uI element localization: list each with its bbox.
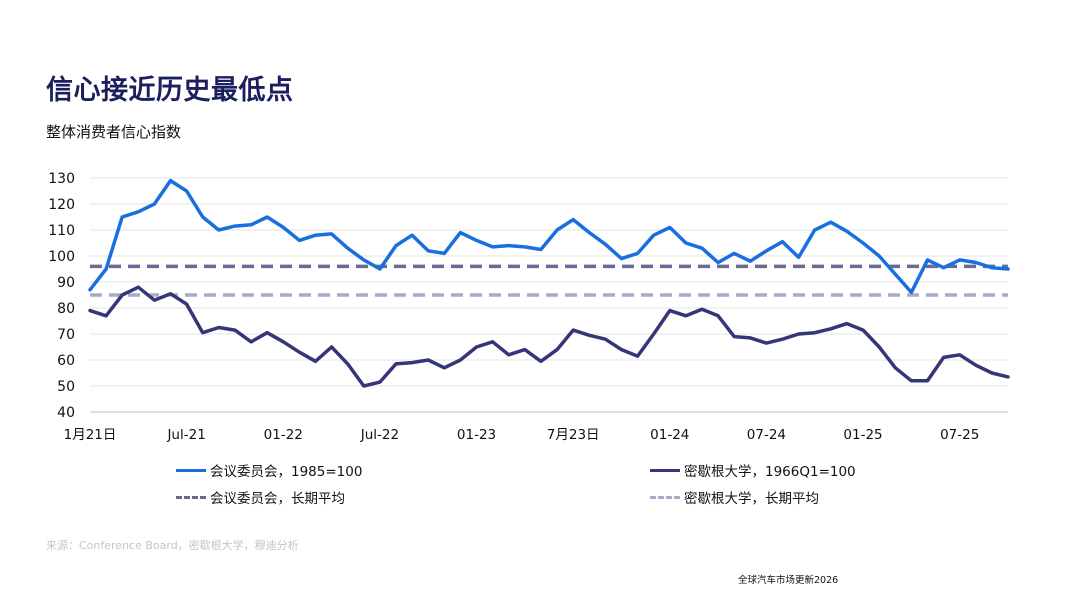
legend-swatch-conference	[176, 468, 206, 472]
x-tick-label: 01-22	[264, 427, 303, 443]
x-tick-label: Jul-22	[360, 427, 399, 443]
legend-item-michigan-avg: 密歇根大学，长期平均	[650, 487, 819, 507]
source-note: 来源：Conference Board，密歇根大学，穆迪分析	[46, 539, 299, 552]
y-tick-label: 120	[48, 197, 75, 213]
legend-item-conference: 会议委员会，1985=100	[176, 460, 362, 480]
y-tick-label: 110	[48, 223, 75, 239]
chart-title: 信心接近历史最低点	[46, 75, 294, 106]
y-tick-label: 50	[57, 379, 75, 395]
legend-label-michigan-avg: 密歇根大学，长期平均	[684, 491, 819, 507]
x-tick-label: 01-24	[650, 427, 689, 443]
legend-item-michigan: 密歇根大学，1966Q1=100	[650, 460, 856, 480]
legend-swatch-michigan	[650, 468, 680, 472]
legend-label-conference-avg: 会议委员会，长期平均	[210, 491, 345, 507]
y-tick-label: 90	[57, 275, 75, 291]
x-tick-label: Jul-21	[166, 427, 205, 443]
legend-label-michigan: 密歇根大学，1966Q1=100	[684, 464, 856, 480]
series-line	[88, 285, 1010, 388]
y-tick-label: 80	[57, 301, 75, 317]
x-tick-label: 07-25	[940, 427, 979, 443]
footer-text: 全球汽车市场更新2026	[738, 575, 839, 586]
y-tick-label: 100	[48, 249, 75, 265]
y-tick-label: 40	[57, 405, 75, 421]
x-tick-label: 7月23日	[547, 427, 600, 443]
x-tick-label: 1月21日	[64, 427, 117, 443]
x-tick-label: 01-25	[843, 427, 882, 443]
x-tick-label: 01-23	[457, 427, 496, 443]
series-line	[88, 178, 1010, 295]
y-tick-label: 70	[57, 327, 75, 343]
legend-label-conference: 会议委员会，1985=100	[210, 464, 363, 480]
y-tick-label: 60	[57, 353, 75, 369]
legend-item-conference-avg: 会议委员会，长期平均	[176, 487, 345, 507]
y-tick-label: 130	[48, 171, 75, 187]
legend-swatch-conference-avg	[176, 495, 206, 499]
legend-swatch-michigan-avg	[650, 495, 680, 499]
x-tick-label: 07-24	[747, 427, 786, 443]
chart-subtitle: 整体消费者信心指数	[46, 123, 182, 141]
